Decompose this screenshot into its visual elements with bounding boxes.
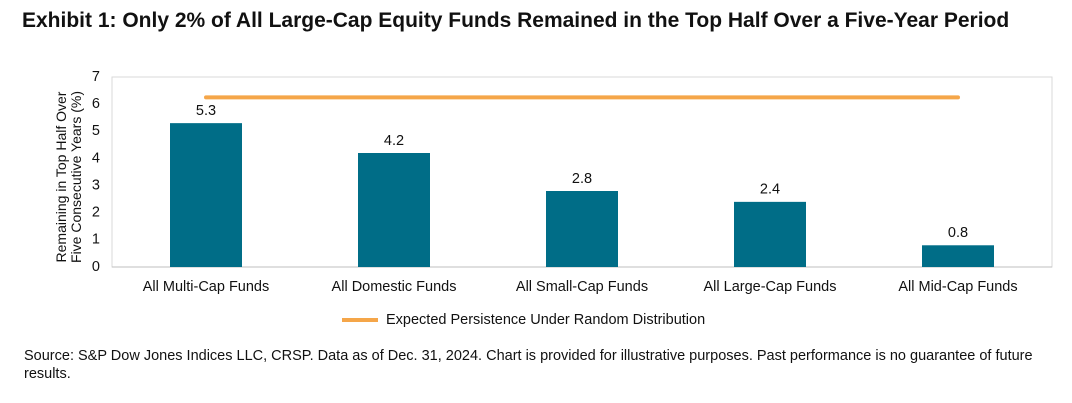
- bar: [922, 245, 994, 267]
- bar: [734, 201, 806, 267]
- chart-title: Exhibit 1: Only 2% of All Large-Cap Equi…: [22, 9, 1010, 32]
- y-tick-label: 4: [92, 150, 100, 166]
- data-label: 2.4: [760, 182, 780, 198]
- y-tick-label: 7: [92, 69, 100, 85]
- data-label: 2.8: [572, 171, 592, 187]
- x-tick-label: All Multi-Cap Funds: [143, 279, 270, 295]
- bar: [170, 123, 242, 268]
- source-note: Source: S&P Dow Jones Indices LLC, CRSP.…: [24, 348, 1033, 382]
- x-tick-label: All Small-Cap Funds: [516, 279, 648, 295]
- bar: [358, 153, 430, 267]
- y-tick-label: 2: [92, 205, 100, 221]
- y-tick-label: 1: [92, 232, 100, 248]
- y-axis-label: Remaining in Top Half Over Five Consecut…: [53, 91, 84, 263]
- y-tick-label: 0: [92, 259, 100, 275]
- data-label: 4.2: [384, 133, 404, 149]
- data-label: 5.3: [196, 103, 216, 119]
- x-tick-label: All Large-Cap Funds: [704, 279, 837, 295]
- y-tick-label: 6: [92, 96, 100, 112]
- data-label: 0.8: [948, 225, 968, 241]
- bar: [546, 191, 618, 267]
- x-tick-label: All Mid-Cap Funds: [898, 279, 1017, 295]
- y-tick-label: 5: [92, 123, 100, 139]
- x-tick-label: All Domestic Funds: [332, 279, 457, 295]
- legend-label: Expected Persistence Under Random Distri…: [386, 312, 705, 328]
- y-tick-label: 3: [92, 177, 100, 193]
